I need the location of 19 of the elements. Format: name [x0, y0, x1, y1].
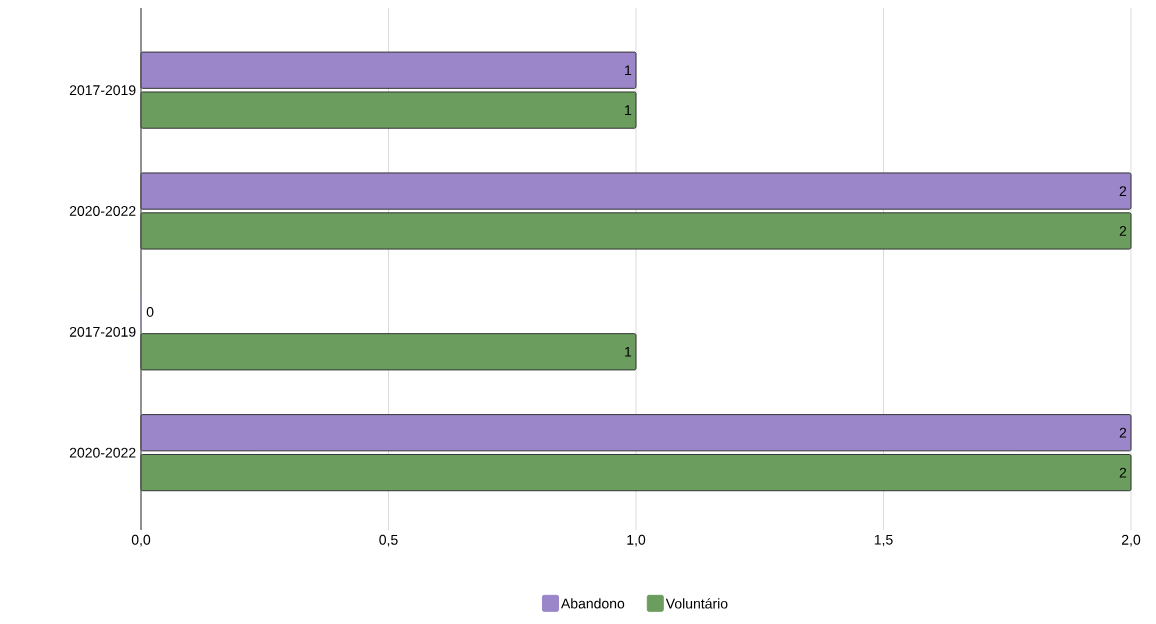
x-tick-label: 0,0	[131, 534, 151, 547]
y-tick-label: 2020-2022	[69, 206, 136, 216]
x-tick-label: 2,0	[1121, 534, 1141, 547]
data-label: 1	[625, 65, 632, 76]
data-label: 2	[1119, 467, 1127, 478]
data-label: 2	[1119, 427, 1127, 438]
data-label: 2	[1119, 186, 1127, 196]
x-tick-label: 1,5	[874, 534, 893, 547]
y-tick-label: 2020-2022	[69, 447, 136, 458]
y-tick-label: 2017-2019	[69, 85, 136, 96]
legend-label: Abandono	[560, 598, 625, 609]
x-tick-label: 0,5	[379, 534, 398, 547]
y-tick-label: 2017-2019	[69, 326, 136, 337]
x-tick-label: 1,0	[627, 534, 646, 547]
data-label: 2	[1119, 226, 1127, 236]
legend-label: Voluntário	[665, 598, 728, 609]
data-label: 1	[625, 346, 632, 357]
data-label: 0	[146, 306, 154, 317]
data-label: 1	[625, 105, 632, 115]
